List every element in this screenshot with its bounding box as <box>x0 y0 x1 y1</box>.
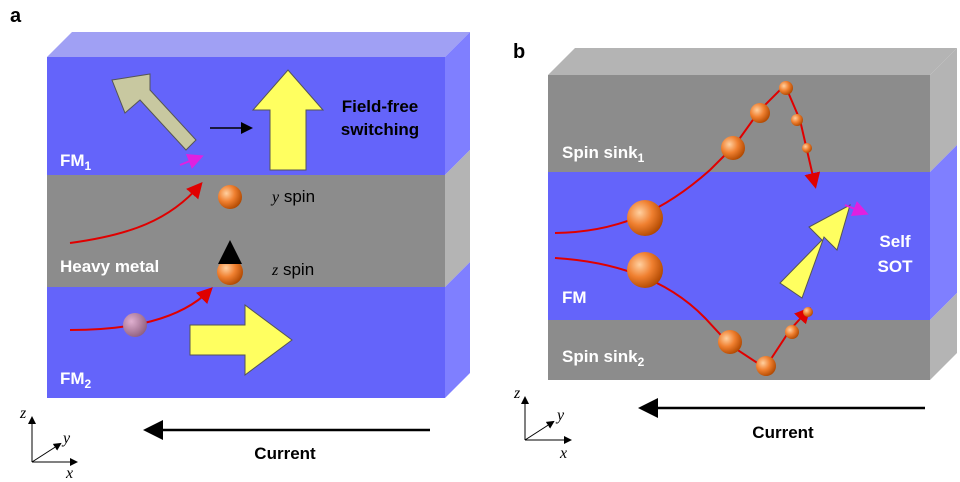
spin-word: spin <box>284 187 315 206</box>
layer-label: Spin sink1 <box>562 143 645 165</box>
spin-ball <box>802 143 812 153</box>
layer-name: FM <box>60 151 85 170</box>
panel-b: b Spin sink1 FM Spin sink2 Self SOT Curr… <box>513 41 957 462</box>
layer-label: Spin sink2 <box>562 347 645 369</box>
axis-label: z <box>19 405 27 422</box>
spin-ball <box>779 81 793 95</box>
panel-label: b <box>513 41 525 63</box>
spin-axis: z <box>271 262 279 279</box>
spin-label: y spin <box>270 187 315 206</box>
fm1-layer <box>47 57 445 175</box>
annotation: switching <box>341 120 419 139</box>
current-label: Current <box>254 444 316 463</box>
layer-name: Spin sink <box>562 347 638 366</box>
spin-ball <box>627 252 663 288</box>
annotation: SOT <box>878 257 914 276</box>
axis-line <box>32 444 60 462</box>
fm-layer <box>548 172 930 320</box>
axis-label: y <box>555 407 565 424</box>
spin-axis: y <box>270 189 280 206</box>
spin-ball <box>803 307 813 317</box>
spin-ball <box>217 259 243 285</box>
axis-label: x <box>559 445 567 462</box>
spin-ball <box>721 136 745 160</box>
layer-name: FM <box>60 369 85 388</box>
panel-label: a <box>10 5 22 27</box>
spin-word: spin <box>283 260 314 279</box>
layer-subscript: 2 <box>85 377 92 391</box>
axis-label: y <box>61 430 71 447</box>
spin-ball <box>750 103 770 123</box>
spin-ball <box>718 330 742 354</box>
annotation: Self <box>879 232 911 251</box>
current-label: Current <box>752 423 814 442</box>
axis-line <box>525 422 553 440</box>
spin-ball <box>756 356 776 376</box>
layer-subscript: 2 <box>638 355 645 369</box>
spin-ball <box>218 185 242 209</box>
top-face <box>47 32 470 57</box>
axis-label: x <box>65 465 73 482</box>
top-face <box>548 48 957 75</box>
layer-subscript: 1 <box>638 151 645 165</box>
spin-label: z spin <box>271 260 314 279</box>
panel-a: a FM1 Heavy metal FM2 Field-free switchi… <box>10 5 470 482</box>
figure: a FM1 Heavy metal FM2 Field-free switchi… <box>0 0 960 482</box>
spin-ball <box>785 325 799 339</box>
spin-ball <box>791 114 803 126</box>
layer-label: Heavy metal <box>60 257 159 276</box>
spin-ball <box>627 200 663 236</box>
spin-ball <box>123 313 147 337</box>
side-face <box>930 145 957 320</box>
layer-label: FM <box>562 288 587 307</box>
axis-label: z <box>513 385 521 402</box>
layer-subscript: 1 <box>85 159 92 173</box>
layer-name: Spin sink <box>562 143 638 162</box>
side-face <box>445 32 470 175</box>
annotation: Field-free <box>342 97 419 116</box>
